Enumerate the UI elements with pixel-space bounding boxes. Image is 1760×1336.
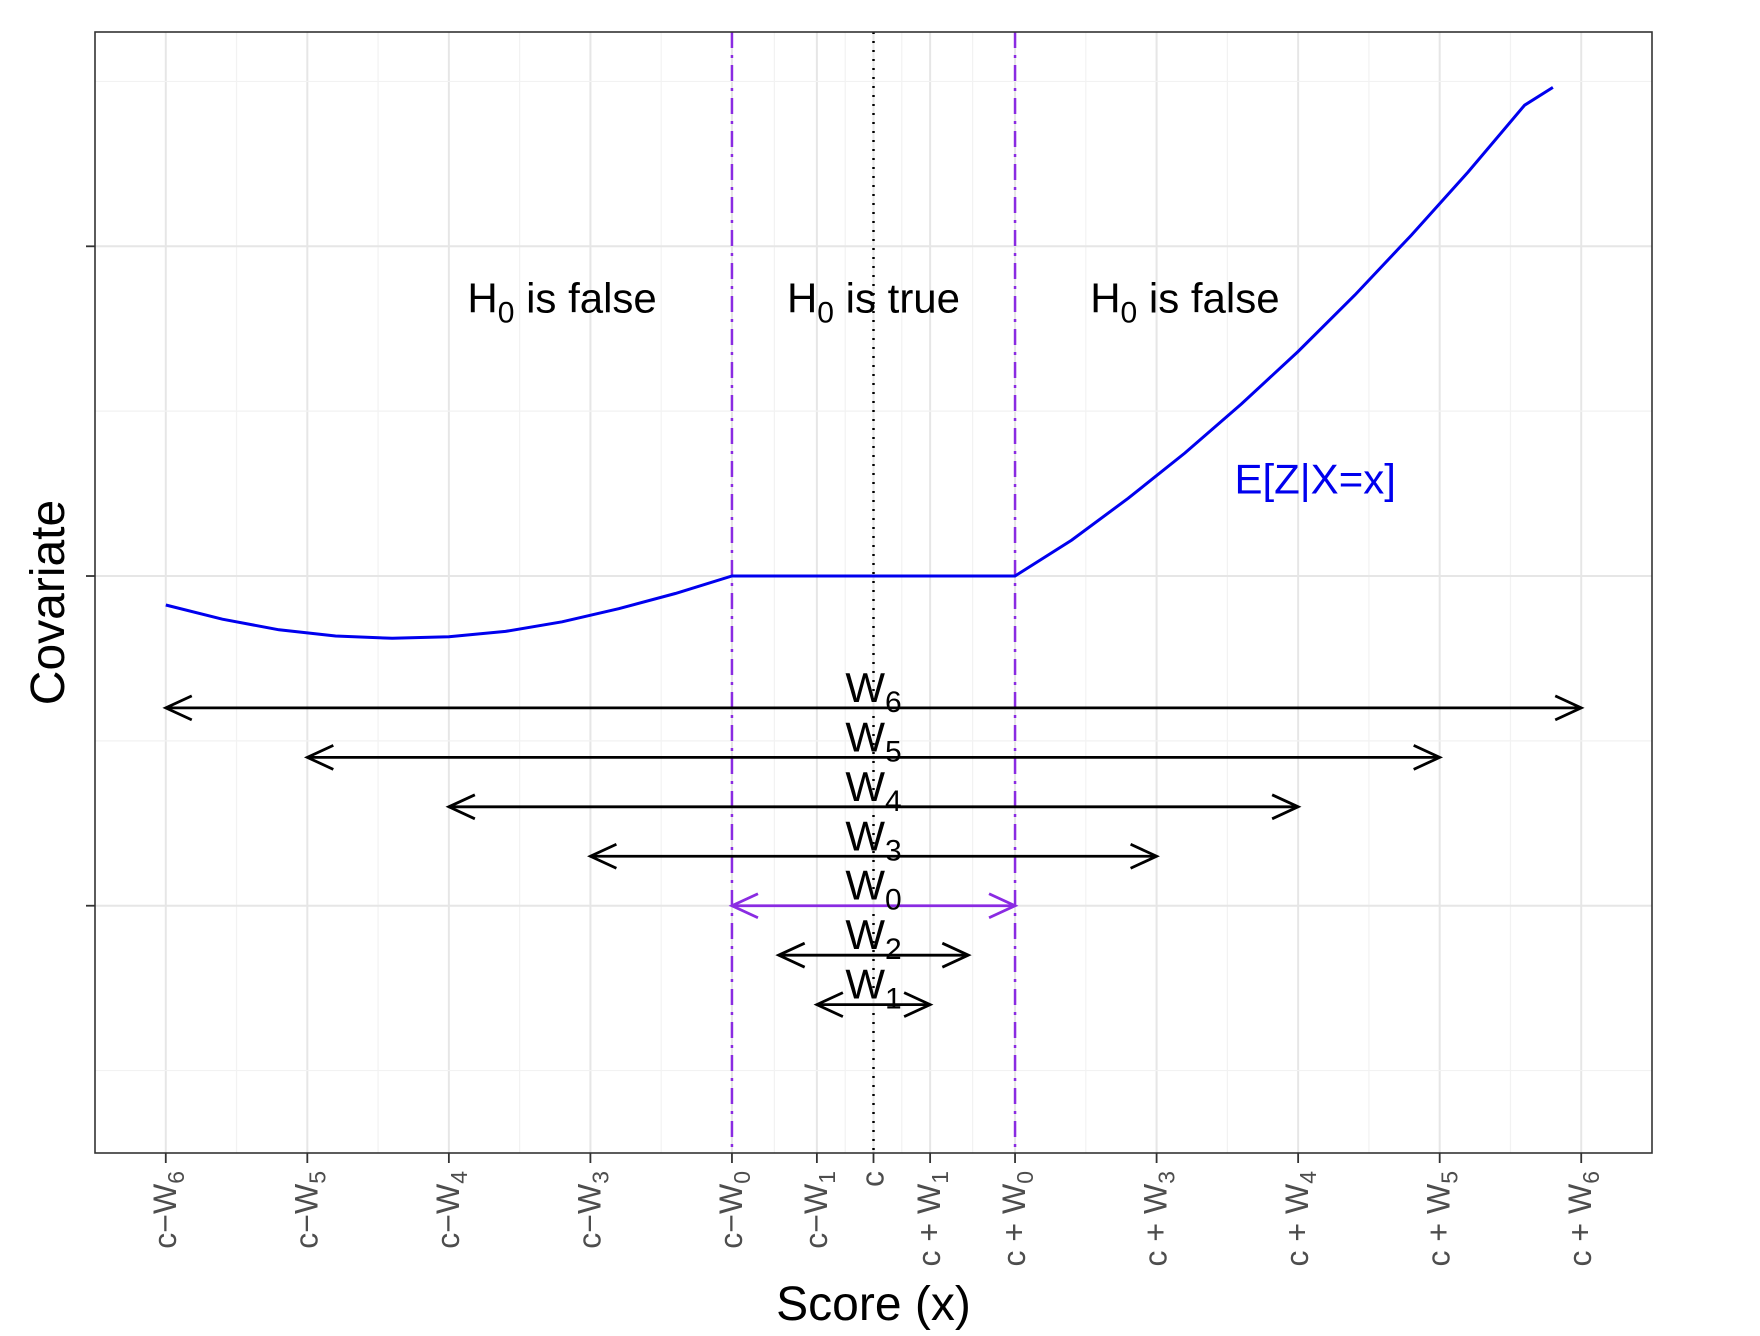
- x-axis-tick-label: c−W4: [430, 1171, 472, 1249]
- axes: c−W6 c−W5 c−W4 c−W3 c−W0 c−W1 c c + W1 c + W0 c +…: [86, 245, 1604, 1267]
- x-axis-tick-label: c + W6: [1562, 1171, 1604, 1266]
- window-arrow-head-left: [728, 892, 759, 919]
- window-arrow-head-left: [162, 694, 193, 722]
- x-axis-tick-label: c + W0: [996, 1171, 1038, 1266]
- window-arrow-head-left: [587, 842, 617, 870]
- x-axis-tick-label: c−W1: [798, 1171, 840, 1249]
- window-arrow-2: W2: [775, 911, 972, 969]
- series-annotation: E[Z|X=x]: [1234, 456, 1395, 503]
- window-arrow-head-left: [775, 941, 806, 969]
- x-axis-tick-label: c−W6: [147, 1171, 189, 1249]
- window-arrow-4: W4: [445, 763, 1302, 821]
- window-arrow-head-right: [1271, 793, 1302, 821]
- region-labels: H0 is false H0 is true H0 is false: [467, 274, 1279, 329]
- window-arrow-head-right: [1413, 744, 1444, 771]
- window-label: W6: [845, 664, 901, 719]
- window-arrow-head-right: [1130, 842, 1160, 870]
- window-arrow-head-right: [988, 892, 1019, 919]
- window-arrow-3: W3: [587, 812, 1160, 870]
- window-arrow-0: W0: [728, 862, 1019, 919]
- window-arrow-head-right: [1554, 694, 1585, 722]
- x-axis-tick-label: c−W0: [713, 1171, 755, 1249]
- series-layer: E[Z|X=x]: [165, 86, 1554, 640]
- window-arrow-head-left: [303, 744, 334, 771]
- window-label: W2: [845, 911, 901, 966]
- region-label: H0 is true: [787, 274, 960, 329]
- x-axis-tick-label: c−W5: [288, 1171, 330, 1249]
- window-label: W3: [845, 812, 901, 867]
- series-line: [165, 86, 1554, 640]
- y-axis-label: Covariate: [22, 500, 75, 705]
- x-axis-tick-label: c: [855, 1171, 891, 1187]
- x-axis-tick-label: c + W3: [1138, 1171, 1180, 1266]
- window-label: W4: [845, 763, 901, 818]
- window-arrow-1: W1: [813, 961, 934, 1018]
- window-arrow-5: W5: [303, 713, 1444, 771]
- window-arrow-head-right: [903, 991, 934, 1018]
- x-axis-tick-label: c + W4: [1279, 1171, 1321, 1267]
- grid: [95, 32, 1652, 1153]
- x-axis-tick-label: c−W3: [571, 1171, 613, 1249]
- cutoff-lines: [730, 32, 1017, 1153]
- x-axis-tick-label: c + W1: [911, 1171, 953, 1266]
- window-label: W1: [845, 961, 901, 1016]
- window-arrow-head-left: [813, 991, 844, 1018]
- window-label: W5: [845, 713, 901, 768]
- region-label: H0 is false: [467, 274, 656, 329]
- window-arrow-head-left: [445, 793, 476, 821]
- x-axis-tick-label: c + W5: [1421, 1171, 1463, 1266]
- region-label: H0 is false: [1090, 274, 1279, 329]
- x-axis-label: Score (x): [776, 1278, 971, 1331]
- window-arrow-6: W6: [162, 664, 1585, 722]
- window-label: W0: [845, 862, 901, 917]
- window-arrow-head-right: [941, 941, 972, 969]
